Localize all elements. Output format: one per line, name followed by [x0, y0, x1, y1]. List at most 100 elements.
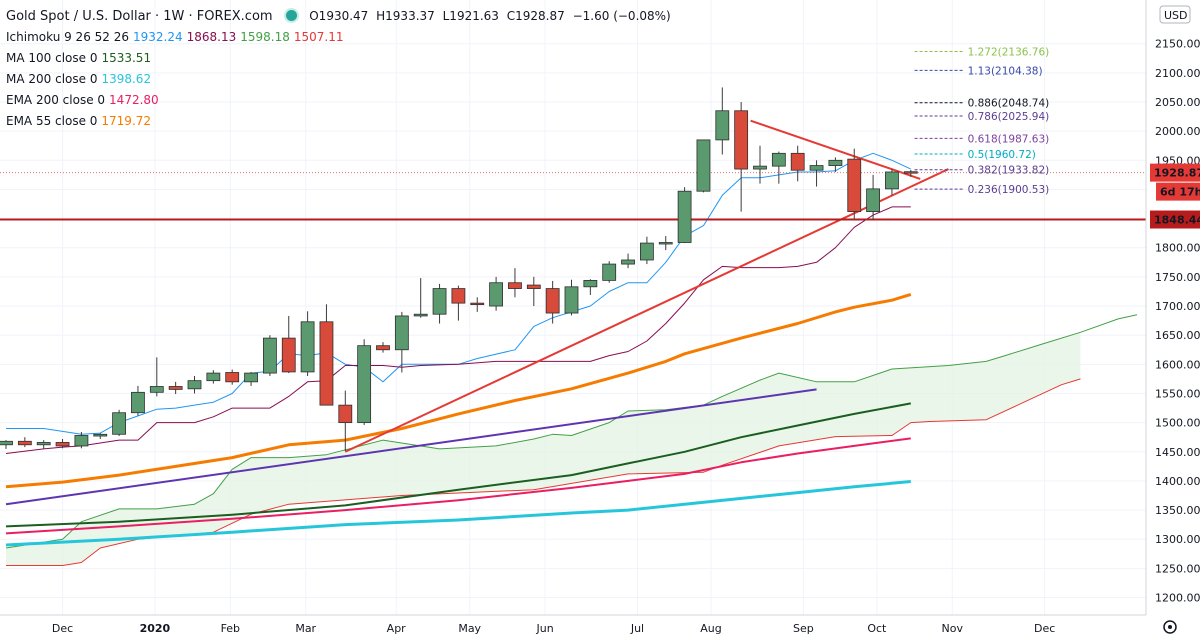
candle-body[interactable]	[771, 152, 786, 167]
level-tag-box	[1150, 210, 1200, 229]
last-price-tag-box	[1150, 163, 1200, 182]
candle-body[interactable]	[621, 259, 635, 265]
countdown-tag: 6d 17h	[1160, 186, 1200, 199]
indicator-value: 1932.24	[133, 30, 183, 44]
candle-body[interactable]	[338, 404, 353, 424]
y-tick-label: 1600.00	[1155, 358, 1200, 371]
candle-body[interactable]	[753, 165, 767, 170]
indicator-row[interactable]: MA 200 close 0 1398.62	[6, 69, 675, 90]
open-value: O1930.47	[309, 9, 369, 23]
candle-body[interactable]	[602, 263, 617, 281]
candle-body[interactable]	[866, 188, 880, 213]
x-tick-label: Jul	[630, 622, 644, 635]
candle-body[interactable]	[357, 345, 372, 424]
time-axis[interactable]	[0, 615, 1200, 638]
y-tick-label: 2000.00	[1155, 125, 1200, 138]
candle-body[interactable]	[187, 380, 202, 390]
fib-level-label: 1.272(2136.76)	[968, 46, 1050, 58]
symbol-title[interactable]: Gold Spot / U.S. Dollar · 1W · FOREX.com	[6, 9, 273, 24]
candle-body[interactable]	[903, 171, 918, 174]
y-tick-label: 1800.00	[1155, 242, 1200, 255]
candle-body[interactable]	[36, 442, 51, 446]
fib-level-label: 0.382(1933.82)	[968, 165, 1050, 177]
candle-body[interactable]	[432, 288, 447, 315]
indicator-row[interactable]: MA 100 close 0 1533.51	[6, 48, 675, 69]
candle-body[interactable]	[640, 242, 654, 261]
y-tick-label: 2150.00	[1155, 38, 1200, 51]
x-tick-label: Nov	[942, 622, 964, 635]
y-tick-label: 2100.00	[1155, 67, 1200, 80]
low-value: L1921.63	[442, 9, 499, 23]
gear-icon[interactable]	[1163, 620, 1177, 634]
candle-body[interactable]	[112, 412, 126, 435]
price-axis[interactable]	[1146, 0, 1200, 638]
candle-body[interactable]	[413, 313, 428, 317]
candle-body[interactable]	[131, 391, 145, 414]
indicator-value: 1598.18	[240, 30, 290, 44]
candle-body[interactable]	[394, 315, 409, 351]
channel-line[interactable]	[5, 388, 817, 506]
fib-level-label: 0.236(1900.53)	[968, 184, 1050, 196]
candle-body[interactable]	[847, 158, 862, 213]
y-tick-label: 1750.00	[1155, 271, 1200, 284]
x-tick-label: 2020	[140, 622, 171, 635]
chart-legend: Gold Spot / U.S. Dollar · 1W · FOREX.com…	[6, 6, 675, 132]
candle-body[interactable]	[545, 288, 560, 314]
fib-level-label: 0.786(2025.94)	[968, 111, 1050, 123]
series-line-ichimoku-span-a	[5, 314, 1138, 549]
candle-body[interactable]	[583, 279, 598, 288]
x-tick-label: Sep	[793, 622, 814, 635]
candle-body[interactable]	[300, 321, 315, 373]
currency-box[interactable]	[1159, 5, 1191, 24]
candle-body[interactable]	[885, 171, 899, 190]
candle-body[interactable]	[564, 286, 579, 314]
symbol-header: Gold Spot / U.S. Dollar · 1W · FOREX.com…	[6, 6, 675, 27]
candle-body[interactable]	[262, 337, 277, 374]
candle-body[interactable]	[451, 288, 466, 304]
candle-body[interactable]	[696, 139, 711, 192]
candle-body[interactable]	[376, 345, 390, 351]
candle-body[interactable]	[0, 440, 13, 446]
candle-body[interactable]	[93, 433, 108, 437]
candle-body[interactable]	[149, 386, 164, 393]
indicator-label: EMA 55 close 0	[6, 114, 98, 128]
candle-body[interactable]	[790, 152, 805, 171]
candle-body[interactable]	[17, 440, 32, 446]
candle-body[interactable]	[526, 284, 541, 289]
x-tick-label: Oct	[867, 622, 887, 635]
candle-body[interactable]	[225, 372, 240, 383]
candle-body[interactable]	[74, 435, 89, 447]
indicator-row[interactable]: EMA 55 close 0 1719.72	[6, 111, 675, 132]
y-tick-label: 1550.00	[1155, 387, 1200, 400]
candle-body[interactable]	[206, 372, 221, 382]
y-tick-label: 2050.00	[1155, 96, 1200, 109]
candle-body[interactable]	[168, 386, 183, 390]
indicator-row[interactable]: Ichimoku 9 26 52 26 1932.24 1868.13 1598.18…	[6, 27, 675, 48]
candle-body[interactable]	[658, 242, 673, 245]
candle-body[interactable]	[715, 110, 730, 141]
candle-body[interactable]	[828, 159, 843, 166]
x-tick-label: Aug	[700, 622, 721, 635]
candle-body[interactable]	[55, 442, 70, 447]
trendline-up[interactable]	[344, 168, 949, 453]
series-line-kijun	[5, 206, 911, 454]
candle-body[interactable]	[809, 165, 824, 171]
y-tick-label: 1400.00	[1155, 475, 1200, 488]
x-tick-label: Dec	[1034, 622, 1055, 635]
indicator-row[interactable]: EMA 200 close 0 1472.80	[6, 90, 675, 111]
candle-body[interactable]	[244, 372, 258, 383]
candle-body[interactable]	[489, 282, 504, 307]
candle-body[interactable]	[677, 190, 692, 243]
y-tick-label: 1450.00	[1155, 446, 1200, 459]
candle-body[interactable]	[508, 282, 522, 289]
y-tick-label: 1300.00	[1155, 533, 1200, 546]
candle-body[interactable]	[734, 110, 749, 170]
countdown-box	[1156, 182, 1200, 201]
candle-body[interactable]	[281, 337, 296, 373]
status-dot-icon	[286, 10, 298, 21]
candle-body[interactable]	[319, 321, 334, 406]
indicator-value: 1472.80	[109, 93, 159, 107]
candle-body[interactable]	[470, 302, 485, 306]
indicator-label: MA 200 close 0	[6, 72, 98, 86]
